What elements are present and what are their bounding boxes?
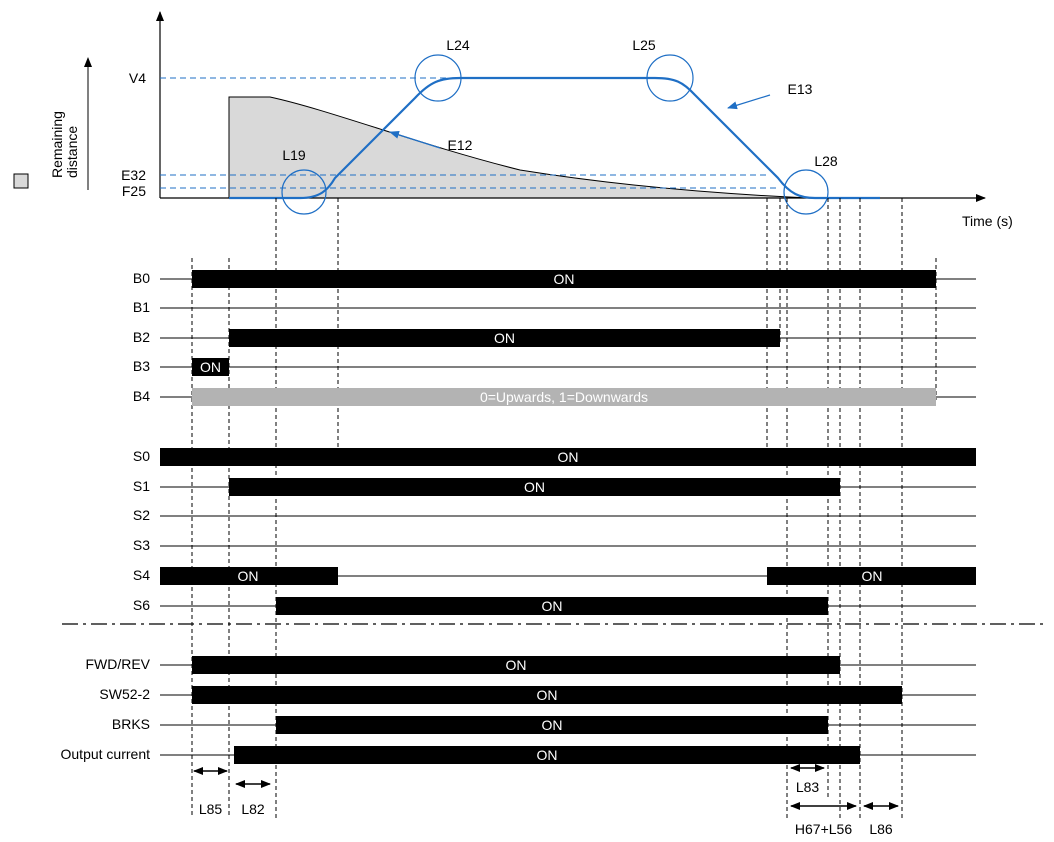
v4-label: V4 <box>129 70 146 86</box>
e12-pointer <box>389 130 441 149</box>
signal-s3: S3 <box>133 537 976 553</box>
on-bar <box>192 686 902 704</box>
on-bar-label: ON <box>537 747 558 763</box>
on-bar <box>229 329 780 347</box>
on-bar-label: ON <box>494 330 515 346</box>
e32-label: E32 <box>121 167 146 183</box>
on-bar <box>229 478 840 496</box>
on-bar-label: ON <box>524 479 545 495</box>
signal-b0: B0 ON <box>133 270 976 288</box>
signal-name: S0 <box>133 448 150 464</box>
signal-fwd-rev: FWD/REV ON <box>85 656 976 674</box>
l25-label: L25 <box>632 37 656 53</box>
signal-name: FWD/REV <box>85 656 150 672</box>
on-bar <box>767 567 976 585</box>
signal-name: B1 <box>133 299 150 315</box>
on-bar <box>276 716 828 734</box>
signal-b4: B4 0=Upwards, 1=Downwards <box>133 388 976 406</box>
on-bar-label: ON <box>862 568 883 584</box>
interval-label: L86 <box>869 821 893 837</box>
interval-label: L82 <box>241 801 265 817</box>
signal-name: B3 <box>133 358 150 374</box>
interval-label: L85 <box>199 801 223 817</box>
remaining-label-line2: distance <box>64 126 80 178</box>
on-bar <box>160 448 976 466</box>
signal-s0: S0 ON <box>133 448 976 466</box>
on-bar <box>192 656 840 674</box>
signal-name: B4 <box>133 388 150 404</box>
on-bar-label: ON <box>558 449 579 465</box>
signal-output-current: Output current ON <box>61 746 976 764</box>
signal-name: Output current <box>61 746 151 762</box>
on-bar <box>234 746 860 764</box>
remaining-distance-area <box>228 96 811 199</box>
l28-label: L28 <box>814 153 838 169</box>
interval-label: L83 <box>796 779 820 795</box>
on-bar-label: ON <box>506 657 527 673</box>
remaining-label-line1: Remaining <box>49 111 65 178</box>
l24-label: L24 <box>446 37 470 53</box>
signal-name: B2 <box>133 329 150 345</box>
l24-circle <box>414 54 462 102</box>
signal-s1: S1 ON <box>133 478 976 496</box>
e12-label: E12 <box>448 137 473 153</box>
signal-b1: B1 <box>133 299 976 315</box>
e13-label: E13 <box>788 81 813 97</box>
on-bar <box>160 567 338 585</box>
on-bar <box>192 358 229 376</box>
on-bar-label: ON <box>200 359 221 375</box>
signal-name: S4 <box>133 567 150 583</box>
f25-label: F25 <box>122 183 146 199</box>
reference-lines <box>191 198 937 818</box>
interval-l86: L86 <box>863 802 899 837</box>
signal-name: B0 <box>133 270 150 286</box>
remaining-legend-swatch <box>13 173 29 189</box>
e13-pointer <box>727 94 771 110</box>
signal-name: SW52-2 <box>99 686 150 702</box>
l19-label: L19 <box>282 147 306 163</box>
on-bar-label: ON <box>238 568 259 584</box>
on-bar <box>276 597 828 615</box>
speed-curve <box>229 76 880 200</box>
on-bar-label: ON <box>554 271 575 287</box>
on-bar <box>192 388 936 406</box>
on-bar-label: 0=Upwards, 1=Downwards <box>480 389 648 405</box>
signal-name: S1 <box>133 478 150 494</box>
on-bar-label: ON <box>542 717 563 733</box>
interval-h67-l56: H67+L56 <box>790 802 857 837</box>
time-axis-label: Time (s) <box>962 213 1013 229</box>
interval-label: H67+L56 <box>795 821 852 837</box>
signal-b2: B2 ON <box>133 329 976 347</box>
signal-name: S2 <box>133 507 150 523</box>
interval-markers: L85 L82 L83 H67+L56 L86 <box>193 764 899 837</box>
signal-tracks: B0 ON B1 B2 ON B3 ON B4 0=Upwards, 1=Downwards S0… <box>61 270 976 764</box>
on-bar-label: ON <box>537 687 558 703</box>
signal-s4: S4 ON ON <box>133 567 976 585</box>
signal-name: BRKS <box>112 716 150 732</box>
on-bar <box>192 270 936 288</box>
signal-brks: BRKS ON <box>112 716 976 734</box>
l28-circle <box>783 169 829 215</box>
on-bar-label: ON <box>542 598 563 614</box>
speed-chart: Remaining distance V4 E32 F25 Time (s) L… <box>13 11 1013 229</box>
signal-s2: S2 <box>133 507 976 523</box>
interval-l83: L83 <box>790 764 825 795</box>
signal-sw52-2: SW52-2 ON <box>99 686 976 704</box>
interval-l82: L82 <box>235 780 271 817</box>
l19-circle <box>281 169 327 215</box>
l25-circle <box>646 54 694 102</box>
signal-name: S6 <box>133 597 150 613</box>
signal-s6: S6 ON <box>133 597 976 615</box>
interval-l85: L85 <box>193 767 228 817</box>
signal-b3: B3 ON <box>133 358 976 376</box>
signal-name: S3 <box>133 537 150 553</box>
